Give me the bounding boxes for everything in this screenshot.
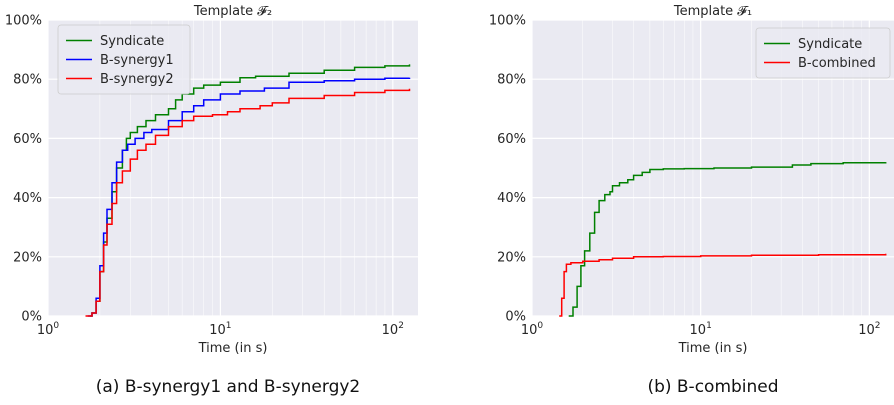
y-tick-label: 20% xyxy=(13,250,42,265)
legend-label: B-synergy2 xyxy=(100,72,174,87)
y-tick-label: 80% xyxy=(497,73,526,88)
y-tick-label: 80% xyxy=(13,73,42,88)
y-tick-label: 20% xyxy=(497,250,526,265)
legend-box xyxy=(755,27,891,79)
series-line-b-synergy2 xyxy=(85,88,411,317)
chart-panel-2: 0% 20% 40% 60% 80% 100% 100 101 102 Time (in s) Te… xyxy=(489,4,894,397)
legend-label: B-combined xyxy=(798,56,876,71)
chart-panel-1: 0% 20% 40% 60% 80% 100% 100 101 102 Time (in s) Te… xyxy=(5,4,418,397)
series-line-b-synergy1 xyxy=(87,77,411,317)
legend: Syndicate B-combined xyxy=(755,27,891,79)
y-tick-label: 40% xyxy=(13,191,42,206)
legend-box xyxy=(57,24,191,95)
y-tick-label: 0% xyxy=(505,310,526,325)
legend: Syndicate B-synergy1 B-synergy2 xyxy=(57,24,191,95)
y-tick-label: 60% xyxy=(13,132,42,147)
series-line-syndicate xyxy=(89,64,411,317)
x-tick-label: 100 xyxy=(521,321,544,338)
y-tick-label: 40% xyxy=(497,191,526,206)
x-tick-label: 101 xyxy=(690,321,712,338)
figure-caption: (b) B-combined xyxy=(647,377,778,397)
y-tick-label: 100% xyxy=(489,14,526,29)
x-tick-label: 100 xyxy=(37,321,60,338)
chart-title: Template 𝓕₂ xyxy=(193,4,272,19)
y-tick-label: 100% xyxy=(5,14,42,29)
legend-label: Syndicate xyxy=(798,37,862,52)
x-axis-label: Time (in s) xyxy=(678,341,748,356)
series-line-syndicate xyxy=(568,161,887,317)
x-tick-label: 102 xyxy=(858,321,880,338)
legend-label: B-synergy1 xyxy=(100,53,174,68)
series-line-b-combined xyxy=(559,253,887,317)
y-tick-label: 0% xyxy=(21,310,42,325)
x-axis-label: Time (in s) xyxy=(198,341,268,356)
figure-caption: (a) B-synergy1 and B-synergy2 xyxy=(96,377,361,397)
legend-label: Syndicate xyxy=(100,34,164,49)
chart-title: Template 𝓕₁ xyxy=(673,4,752,19)
x-tick-label: 102 xyxy=(382,321,404,338)
y-tick-label: 60% xyxy=(497,132,526,147)
x-tick-label: 101 xyxy=(209,321,231,338)
